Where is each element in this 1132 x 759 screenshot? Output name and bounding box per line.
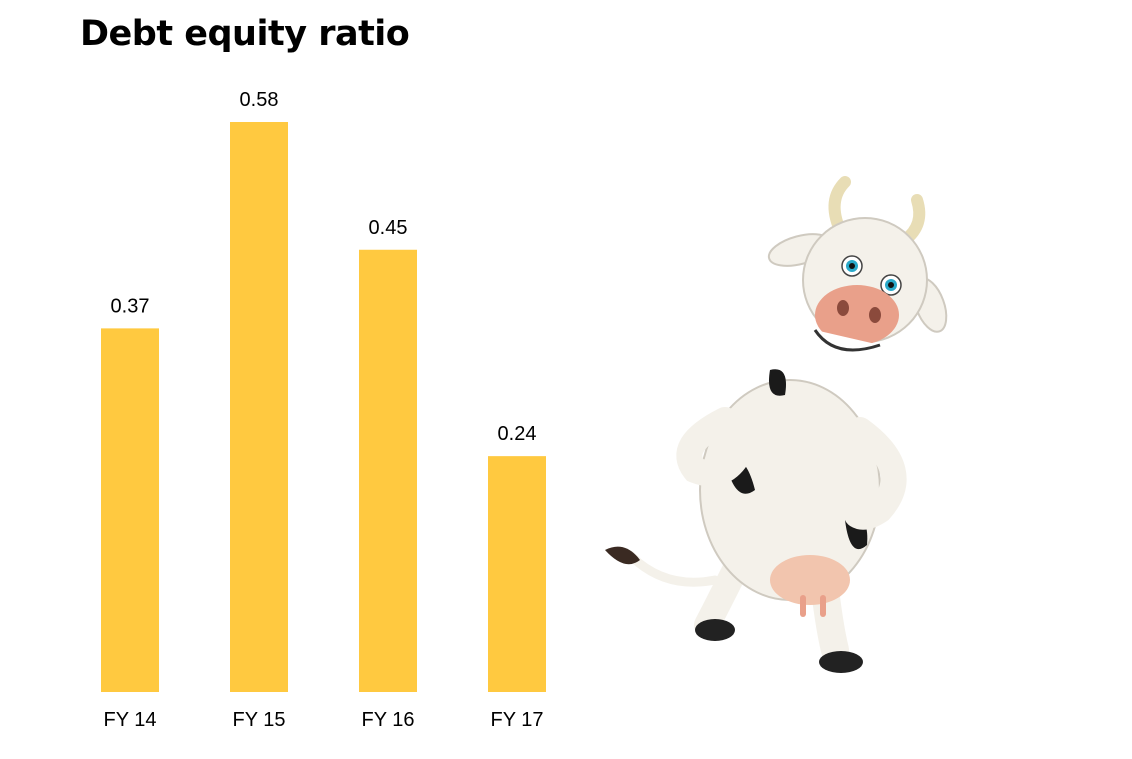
x-tick-label: FY 16 [362,709,415,731]
data-label: 0.58 [240,89,279,111]
bar-fy-14 [101,328,159,692]
chart-title: Debt equity ratio [80,14,410,54]
x-tick-label: FY 14 [104,709,157,731]
x-tick-label: FY 17 [491,709,544,731]
bar-chart: 0.37 FY 14 0.58 FY 15 0.45 FY 16 0.24 FY 17 [101,89,546,731]
bar-fy-15 [230,122,288,692]
bar-fy-16 [359,249,417,693]
x-tick-label: FY 15 [233,709,286,731]
bar-fy-17 [488,456,546,692]
data-label: 0.24 [498,423,537,445]
data-label: 0.37 [111,295,150,317]
data-label: 0.45 [369,217,408,239]
cow-mascot-icon [605,176,948,673]
